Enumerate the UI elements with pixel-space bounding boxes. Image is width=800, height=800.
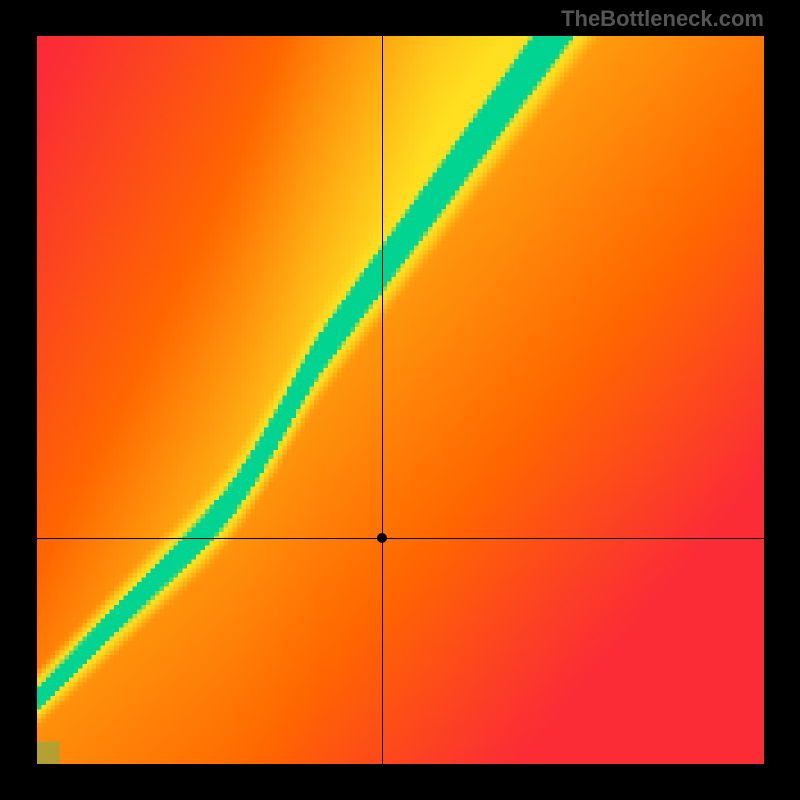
- data-point-marker: [377, 533, 387, 543]
- watermark-text: TheBottleneck.com: [561, 6, 764, 32]
- chart-container: TheBottleneck.com: [0, 0, 800, 800]
- bottleneck-heatmap: [37, 36, 764, 764]
- crosshair-vertical: [382, 36, 383, 764]
- crosshair-horizontal: [37, 538, 764, 539]
